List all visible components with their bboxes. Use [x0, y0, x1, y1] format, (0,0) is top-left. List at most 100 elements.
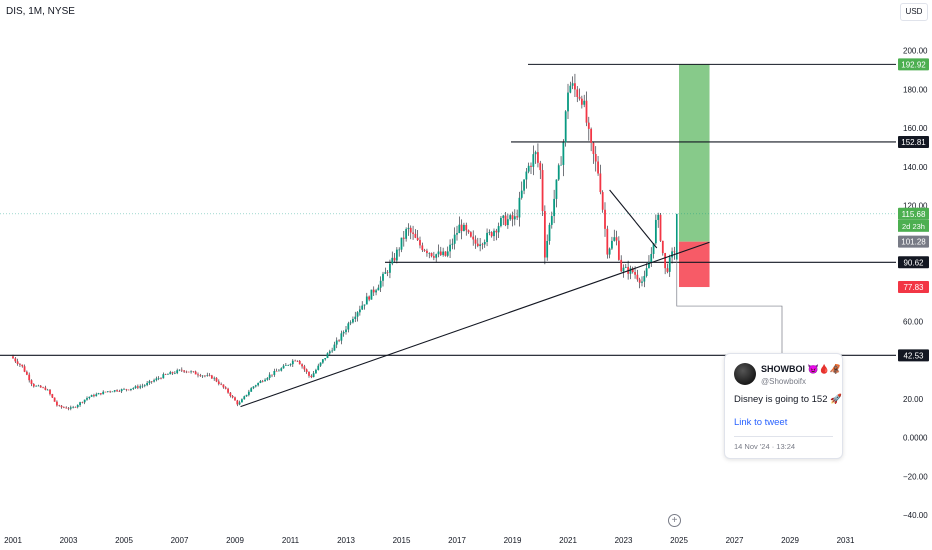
- candle-body: [44, 387, 47, 390]
- candle-body: [654, 219, 657, 244]
- candle-body: [631, 268, 634, 273]
- candle-body: [46, 389, 49, 391]
- x-tick-label: 2011: [282, 536, 300, 545]
- candle-body: [190, 371, 192, 373]
- candle-body: [530, 165, 532, 167]
- candle-body: [173, 373, 176, 374]
- candle-body: [185, 371, 188, 373]
- y-tick-label: −40.00: [903, 511, 928, 520]
- candle-body: [280, 368, 283, 371]
- candle-body: [335, 340, 338, 345]
- candle-body: [506, 219, 509, 226]
- candle-body: [236, 400, 239, 405]
- candle-body: [215, 377, 218, 382]
- candle-body: [97, 393, 100, 395]
- candle-body: [430, 253, 433, 257]
- candle-body: [539, 162, 542, 171]
- trendline-1: [240, 241, 710, 408]
- candle-body: [229, 392, 232, 397]
- candle-body: [412, 232, 414, 234]
- candle-body: [141, 385, 144, 387]
- price-badge-115.68-bg: [898, 207, 929, 220]
- candle-body: [321, 359, 324, 363]
- price-badge-77.83-bg: [898, 281, 929, 294]
- candle-body: [550, 216, 553, 225]
- candle-body: [409, 227, 412, 233]
- candle-body: [28, 374, 31, 381]
- candle-body: [32, 383, 35, 387]
- candle-body: [113, 390, 116, 392]
- candle-body: [342, 332, 345, 334]
- tweet-text: Disney is going to 152 🚀: [734, 394, 842, 405]
- candle-body: [178, 369, 181, 371]
- candle-body: [358, 309, 361, 313]
- candle-body: [592, 142, 595, 154]
- candle-body: [231, 396, 234, 398]
- candle-body: [449, 244, 451, 252]
- candle-body: [69, 407, 72, 409]
- y-tick-label: 0.0000: [903, 434, 928, 443]
- candle-body: [146, 382, 149, 386]
- x-tick-label: 2027: [726, 536, 744, 545]
- candle-body: [315, 369, 317, 374]
- candle-body: [201, 375, 204, 377]
- currency-button[interactable]: USD: [900, 3, 928, 21]
- tweet-link[interactable]: Link to tweet: [734, 417, 788, 428]
- candle-body: [19, 363, 21, 365]
- candle-body: [35, 385, 38, 387]
- candle-body: [199, 375, 202, 377]
- candle-body: [421, 245, 424, 251]
- candle-body: [571, 83, 574, 86]
- candle-body: [164, 374, 167, 375]
- x-tick-label: 2005: [115, 536, 133, 545]
- candle-body: [65, 407, 68, 409]
- candle-body: [308, 371, 310, 376]
- level-badge-90.62-label: 90.62: [903, 258, 924, 267]
- candle-body: [120, 389, 123, 392]
- candle-body: [509, 215, 512, 220]
- candle-body: [476, 243, 479, 247]
- candle-body: [162, 374, 165, 379]
- candle-body: [608, 248, 611, 255]
- candle-body: [257, 382, 260, 386]
- candle-body: [661, 240, 664, 254]
- y-tick-label: 60.00: [903, 318, 924, 327]
- candle-body: [488, 232, 491, 233]
- candle-body: [636, 274, 639, 280]
- candle-body: [548, 224, 551, 241]
- candle-body: [14, 358, 17, 362]
- candle-body: [62, 407, 65, 408]
- candle-body: [252, 386, 255, 389]
- candle-body: [227, 388, 229, 393]
- price-badge-101.28-bg: [898, 235, 929, 248]
- tweet-card[interactable]: SHOWBOI 😈🩸🦧 @Showboifx Disney is going t…: [724, 353, 843, 459]
- candle-body: [273, 370, 276, 375]
- candle-body: [271, 374, 273, 376]
- candle-body: [537, 152, 539, 163]
- candle-body: [562, 142, 565, 165]
- candle-body: [259, 381, 262, 383]
- candle-body: [125, 389, 128, 390]
- candle-body: [594, 153, 597, 162]
- add-timeframe-plus-icon[interactable]: +: [668, 514, 681, 527]
- candle-body: [298, 360, 301, 365]
- candle-body: [354, 316, 357, 319]
- trendline-2: [609, 189, 658, 249]
- candle-body: [365, 296, 368, 305]
- candle-body: [289, 364, 292, 366]
- candle-body: [361, 305, 364, 310]
- candle-body: [287, 365, 290, 366]
- candle-body: [389, 263, 391, 273]
- candle-body: [349, 322, 352, 324]
- candle-body: [527, 165, 530, 172]
- candle-body: [324, 357, 327, 360]
- candle-body: [426, 250, 428, 254]
- x-tick-label: 2015: [393, 536, 411, 545]
- y-tick-label: −20.00: [903, 472, 928, 481]
- candle-body: [268, 374, 271, 378]
- candle-body: [372, 289, 375, 293]
- candle-body: [53, 397, 56, 402]
- candle-body: [541, 170, 544, 212]
- candle-body: [143, 385, 146, 386]
